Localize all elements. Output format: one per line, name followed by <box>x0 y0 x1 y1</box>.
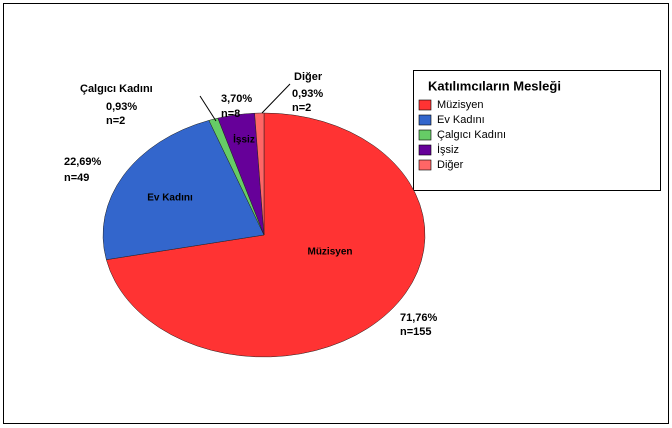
pie-slice <box>102 120 265 261</box>
pie-slice <box>106 112 426 358</box>
legend-swatch <box>418 159 432 171</box>
legend-label: İşsiz <box>437 143 459 156</box>
slice-label: Ev Kadını <box>147 193 193 204</box>
legend-label: Ev Kadını <box>437 114 485 126</box>
count-label: n=49 <box>64 172 89 184</box>
legend-swatch <box>418 114 432 126</box>
slice-label: Müzisyen <box>307 247 352 258</box>
leader <box>199 95 217 122</box>
slice-label: İşsiz <box>233 133 255 146</box>
legend-label: Diğer <box>437 159 464 171</box>
count-label: n=155 <box>400 326 432 338</box>
value-label: 22,69% <box>64 156 102 168</box>
count-label: n=8 <box>221 108 240 120</box>
legend-swatch <box>418 99 432 111</box>
legend-label: Çalgıcı Kadını <box>437 129 506 141</box>
value-label: 0,93% <box>106 101 137 113</box>
legend-title: Katılımcıların Mesleği <box>428 78 561 93</box>
leader <box>261 83 291 114</box>
count-label: n=2 <box>292 102 311 114</box>
legend-swatch <box>418 144 432 156</box>
value-label: 71,76% <box>400 312 438 324</box>
outer-name: Diğer <box>294 71 323 83</box>
pie-slice <box>254 112 265 236</box>
outer-name: Çalgıcı Kadını <box>80 83 153 95</box>
count-label: n=2 <box>106 115 125 127</box>
legend-label: Müzisyen <box>437 99 483 111</box>
legend-box <box>413 70 661 191</box>
value-label: 0,93% <box>292 88 323 100</box>
value-label: 3,70% <box>221 93 252 105</box>
legend-swatch <box>418 129 432 141</box>
